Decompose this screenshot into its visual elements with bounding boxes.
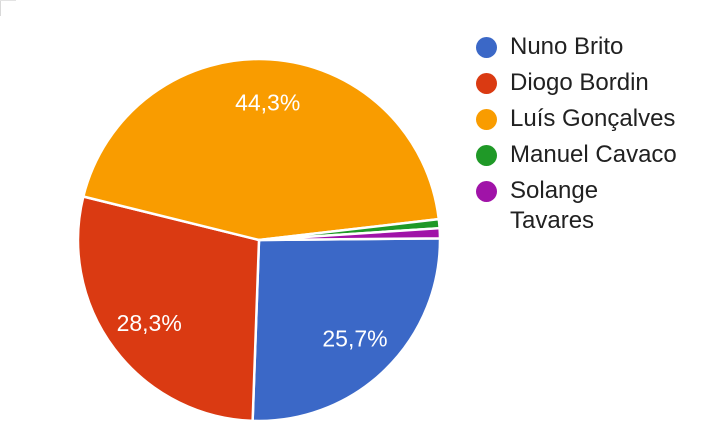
legend-label: Nuno Brito — [510, 33, 624, 60]
legend-color-dot — [476, 108, 497, 130]
legend: Nuno Brito Diogo Bordin Luís Gonçalves Manu… — [476, 32, 682, 242]
screen-edge-artifact — [0, 0, 1, 16]
legend-color-dot — [476, 144, 497, 166]
slice-percent-label: 25,7% — [322, 326, 387, 352]
legend-item: Luís Gonçalves — [476, 104, 682, 134]
legend-color-dot — [476, 72, 497, 94]
legend-item: Solange Tavares — [476, 176, 682, 236]
pie-slice-1[interactable] — [251, 237, 442, 423]
pie-slice-3[interactable] — [82, 57, 441, 242]
legend-label: Manuel Cavaco — [510, 141, 677, 168]
legend-label: Diogo Bordin — [510, 69, 649, 96]
pie-slice-2[interactable] — [76, 195, 261, 423]
legend-color-dot — [476, 180, 497, 202]
legend-label: Solange Tavares — [510, 177, 599, 234]
slice-percent-label: 28,3% — [117, 310, 182, 336]
screen-edge-artifact — [0, 0, 16, 1]
legend-item: Diogo Bordin — [476, 68, 682, 98]
legend-item: Nuno Brito — [476, 32, 682, 62]
legend-item: Manuel Cavaco — [476, 140, 682, 170]
legend-color-dot — [476, 36, 497, 58]
legend-label: Luís Gonçalves — [510, 105, 676, 132]
slice-percent-label: 44,3% — [235, 90, 300, 116]
pie-slice-5[interactable] — [257, 226, 442, 242]
